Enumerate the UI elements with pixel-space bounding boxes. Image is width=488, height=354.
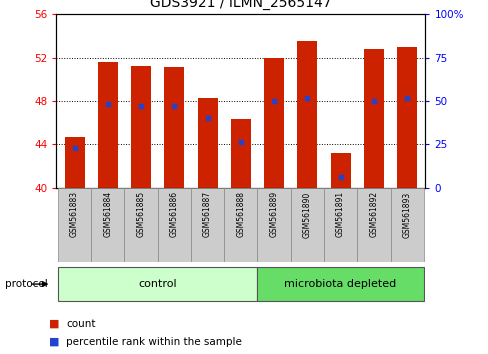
- Text: GSM561884: GSM561884: [103, 191, 112, 238]
- Text: GSM561893: GSM561893: [402, 191, 411, 238]
- Bar: [290, 188, 324, 262]
- Bar: [390, 188, 423, 262]
- Text: GSM561885: GSM561885: [136, 191, 145, 238]
- Bar: [297, 41, 317, 188]
- Text: GSM561888: GSM561888: [236, 191, 245, 237]
- Bar: [124, 188, 157, 262]
- Text: GSM561892: GSM561892: [368, 191, 378, 238]
- Bar: [131, 66, 151, 188]
- Bar: [58, 188, 91, 262]
- Bar: [257, 267, 423, 301]
- Text: GSM561891: GSM561891: [335, 191, 345, 238]
- Text: GSM561890: GSM561890: [302, 191, 311, 238]
- Bar: [324, 188, 357, 262]
- Text: GSM561883: GSM561883: [70, 191, 79, 238]
- Bar: [264, 58, 284, 188]
- Bar: [363, 49, 383, 188]
- Text: GSM561889: GSM561889: [269, 191, 278, 238]
- Bar: [157, 188, 190, 262]
- Text: count: count: [66, 319, 95, 329]
- Bar: [58, 267, 257, 301]
- Text: protocol: protocol: [5, 279, 47, 289]
- Bar: [98, 62, 118, 188]
- Bar: [91, 188, 124, 262]
- Text: GSM561886: GSM561886: [169, 191, 179, 238]
- Text: GSM561887: GSM561887: [203, 191, 212, 238]
- Bar: [64, 137, 84, 188]
- Bar: [164, 67, 184, 188]
- Bar: [357, 188, 390, 262]
- Text: microbiota depleted: microbiota depleted: [284, 279, 396, 289]
- Title: GDS3921 / ILMN_2565147: GDS3921 / ILMN_2565147: [150, 0, 331, 10]
- Text: percentile rank within the sample: percentile rank within the sample: [66, 337, 242, 347]
- Text: ■: ■: [49, 337, 59, 347]
- Bar: [330, 153, 350, 188]
- Bar: [190, 188, 224, 262]
- Bar: [396, 47, 416, 188]
- Bar: [224, 188, 257, 262]
- Bar: [230, 119, 250, 188]
- Bar: [257, 188, 290, 262]
- Bar: [197, 98, 217, 188]
- Text: ■: ■: [49, 319, 59, 329]
- Text: control: control: [138, 279, 177, 289]
